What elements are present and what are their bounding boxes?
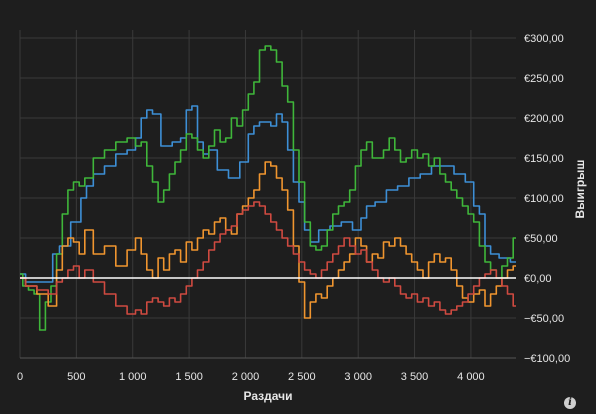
series-line-4	[20, 201, 516, 315]
series-line-1	[20, 105, 516, 283]
x-tick-label: 2 500	[288, 371, 316, 383]
x-tick-label: 1 000	[119, 371, 147, 383]
y-axis-title: Выигрыш	[573, 160, 587, 219]
y-tick-label: €200,00	[524, 113, 564, 125]
y-tick-label: €0,00	[524, 273, 552, 285]
x-tick-label: 1 500	[175, 371, 203, 383]
series-line-2	[20, 45, 516, 331]
y-tick-label: €100,00	[524, 193, 564, 205]
x-tick-label: 3 000	[344, 371, 372, 383]
series-line-3	[20, 161, 516, 319]
y-tick-label: €250,00	[524, 73, 564, 85]
y-axis-ticks: −€100,00 −€50,00 €0,00 €50,00 €100,00 €150,00…	[524, 33, 570, 365]
x-tick-label: 2 000	[232, 371, 260, 383]
x-tick-label: 500	[67, 371, 85, 383]
x-tick-label: 3 500	[401, 371, 429, 383]
x-axis-title: Раздачи	[244, 389, 293, 403]
y-tick-label: €300,00	[524, 33, 564, 45]
x-tick-label: 0	[17, 371, 23, 383]
series-group	[20, 45, 516, 331]
x-tick-label: 4 000	[457, 371, 485, 383]
y-tick-label: €50,00	[524, 233, 558, 245]
grid	[19, 30, 516, 359]
info-icon[interactable]: i	[564, 397, 576, 409]
y-tick-label: −€100,00	[524, 353, 570, 365]
y-tick-label: −€50,00	[524, 313, 564, 325]
x-axis-ticks: 0 500 1 000 1 500 2 000 2 500 3 000 3 500 4 000	[17, 371, 485, 383]
y-tick-label: €150,00	[524, 153, 564, 165]
